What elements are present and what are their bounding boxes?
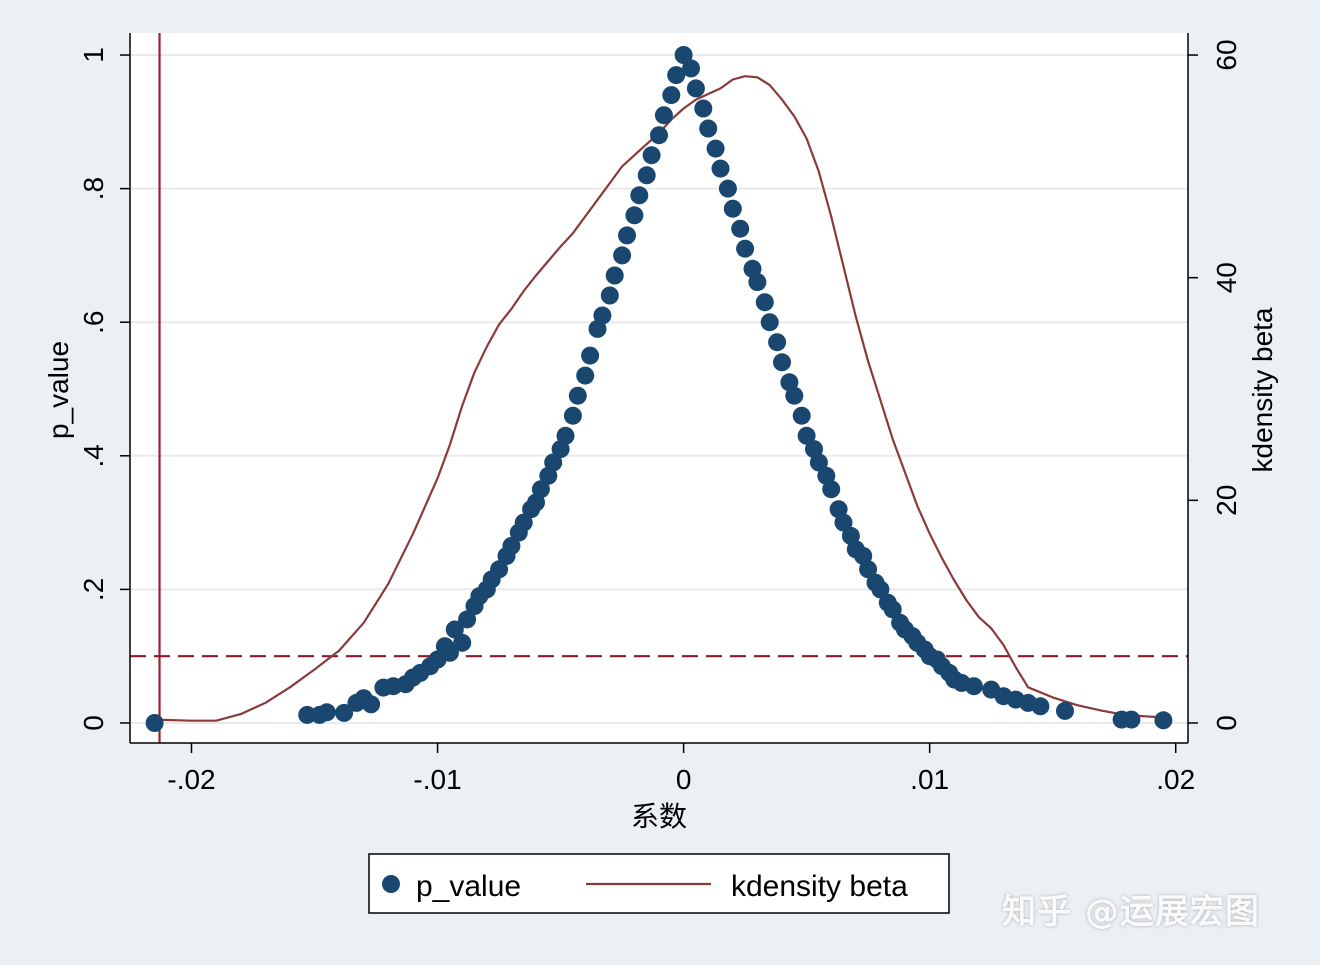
p-value-point-61 — [718, 179, 737, 198]
p-value-point-58 — [699, 119, 718, 138]
legend-label-kdensity: kdensity beta — [731, 870, 908, 903]
p-value-point-54 — [674, 46, 693, 64]
p-value-point-26 — [502, 537, 521, 555]
p-value-point-72 — [785, 386, 804, 405]
legend: p_value kdensity beta — [368, 853, 950, 914]
y-tick-label-5: 1 — [78, 47, 109, 63]
p-value-point-74 — [797, 426, 816, 445]
p-value-point-105 — [1031, 697, 1050, 716]
p-value-point-19 — [458, 610, 477, 629]
p-value-point-76 — [809, 453, 828, 472]
p-value-point-69 — [768, 333, 787, 352]
p-value-point-37 — [568, 386, 587, 405]
p-value-point-42 — [600, 286, 619, 305]
p-value-point-24 — [490, 560, 509, 579]
p-value-point-48 — [637, 166, 656, 185]
p-value-point-68 — [760, 313, 779, 332]
p-value-point-100 — [964, 677, 983, 696]
y-tick-label-4: .8 — [78, 177, 109, 200]
p-value-point-7 — [362, 695, 381, 714]
p-value-point-50 — [650, 126, 668, 145]
p-value-point-43 — [605, 266, 624, 285]
p-value-point-53 — [667, 66, 686, 85]
p-value-point-88 — [883, 600, 902, 619]
p-value-point-60 — [711, 159, 730, 178]
p-value-point-31 — [531, 480, 550, 499]
p-value-point-51 — [654, 106, 673, 125]
p-value-point-84 — [859, 560, 878, 579]
p-value-point-78 — [822, 480, 841, 499]
p-value-point-18 — [453, 633, 472, 652]
p-value-point-4 — [335, 703, 354, 722]
p-value-point-64 — [736, 239, 755, 258]
y-tick-label-3: .6 — [78, 311, 109, 334]
p-value-point-17 — [445, 620, 464, 639]
p-value-point-63 — [731, 219, 750, 238]
scatter-layer — [145, 46, 1173, 732]
p-value-point-16 — [440, 643, 459, 662]
y2-tick-label-3: 60 — [1211, 39, 1242, 70]
p-value-point-1 — [298, 705, 317, 724]
p-value-point-56 — [686, 79, 705, 98]
y2-tick-label-1: 20 — [1211, 485, 1242, 516]
p-value-point-36 — [563, 406, 582, 425]
p-value-point-106 — [1056, 701, 1074, 720]
p-value-point-35 — [556, 426, 575, 445]
kdensity-layer — [154, 75, 1164, 722]
p-value-point-47 — [630, 186, 649, 205]
x-tick-label-4: .02 — [1156, 764, 1195, 795]
p-value-point-57 — [694, 99, 713, 118]
p-value-point-62 — [723, 199, 742, 218]
watermark: 知乎 @运展宏图 — [1002, 892, 1260, 932]
y2-tick-label-0: 0 — [1211, 715, 1242, 731]
x-tick-label-2: 0 — [676, 764, 692, 795]
legend-label-p-value: p_value — [416, 870, 521, 903]
p-value-point-55 — [682, 59, 700, 78]
p-value-point-59 — [706, 139, 725, 158]
p-value-point-44 — [613, 246, 632, 265]
kdensity-beta-line — [154, 75, 1164, 722]
p-value-point-39 — [581, 346, 600, 365]
p-value-point-86 — [871, 580, 890, 599]
p-value-point-41 — [593, 306, 612, 325]
p-value-point-108 — [1122, 710, 1141, 729]
p-value-point-80 — [834, 513, 853, 532]
p-value-point-45 — [618, 226, 636, 245]
y-tick-label-1: .2 — [78, 578, 109, 601]
x-tick-label-1: -.01 — [413, 764, 461, 795]
p-value-point-109 — [1154, 711, 1173, 730]
y-axis-label: p_value — [43, 341, 74, 439]
p-value-point-46 — [625, 206, 644, 225]
legend-dot-marker — [382, 875, 400, 893]
p-value-point-52 — [662, 86, 681, 105]
reference-lines — [130, 33, 1188, 743]
p-value-point-67 — [755, 293, 774, 312]
p-value-point-66 — [748, 273, 767, 292]
p-value-point-28 — [514, 513, 533, 532]
p-value-point-0 — [145, 714, 164, 732]
x-tick-label-3: .01 — [910, 764, 949, 795]
y-tick-label-2: .4 — [78, 444, 109, 467]
p-value-point-70 — [773, 353, 791, 372]
p-value-point-49 — [642, 146, 661, 165]
x-tick-label-0: -.02 — [167, 764, 215, 795]
x-axis-label: 系数 — [631, 801, 687, 832]
p-value-point-38 — [576, 366, 595, 385]
y2-axis-label: kdensity beta — [1247, 307, 1278, 472]
y2-tick-label-2: 40 — [1211, 262, 1242, 293]
p-value-point-33 — [544, 453, 563, 472]
y-tick-label-0: 0 — [78, 715, 109, 731]
p-value-point-3 — [317, 703, 336, 722]
p-value-point-73 — [792, 406, 811, 425]
axes-layer: 0 .2 .4 .6 .8 1 0 20 40 60 -.02 -.01 0 .01 .02 — [78, 33, 1242, 795]
